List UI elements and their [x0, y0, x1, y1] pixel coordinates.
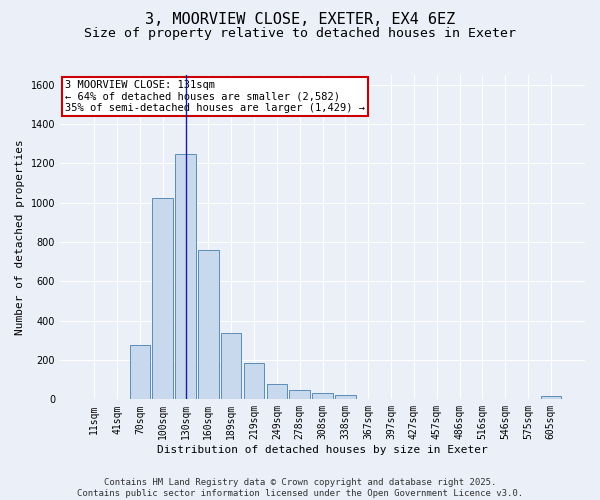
- Bar: [266, 384, 287, 400]
- Bar: [335, 396, 356, 400]
- Bar: [312, 394, 333, 400]
- Bar: [541, 396, 561, 400]
- Text: Contains HM Land Registry data © Crown copyright and database right 2025.
Contai: Contains HM Land Registry data © Crown c…: [77, 478, 523, 498]
- Y-axis label: Number of detached properties: Number of detached properties: [15, 140, 25, 335]
- Text: Size of property relative to detached houses in Exeter: Size of property relative to detached ho…: [84, 28, 516, 40]
- Bar: [175, 154, 196, 400]
- Bar: [152, 198, 173, 400]
- Bar: [289, 390, 310, 400]
- Bar: [130, 346, 150, 400]
- Bar: [244, 363, 264, 400]
- Text: 3, MOORVIEW CLOSE, EXETER, EX4 6EZ: 3, MOORVIEW CLOSE, EXETER, EX4 6EZ: [145, 12, 455, 28]
- Bar: [198, 250, 218, 400]
- Bar: [221, 334, 241, 400]
- X-axis label: Distribution of detached houses by size in Exeter: Distribution of detached houses by size …: [157, 445, 488, 455]
- Text: 3 MOORVIEW CLOSE: 131sqm
← 64% of detached houses are smaller (2,582)
35% of sem: 3 MOORVIEW CLOSE: 131sqm ← 64% of detach…: [65, 80, 365, 113]
